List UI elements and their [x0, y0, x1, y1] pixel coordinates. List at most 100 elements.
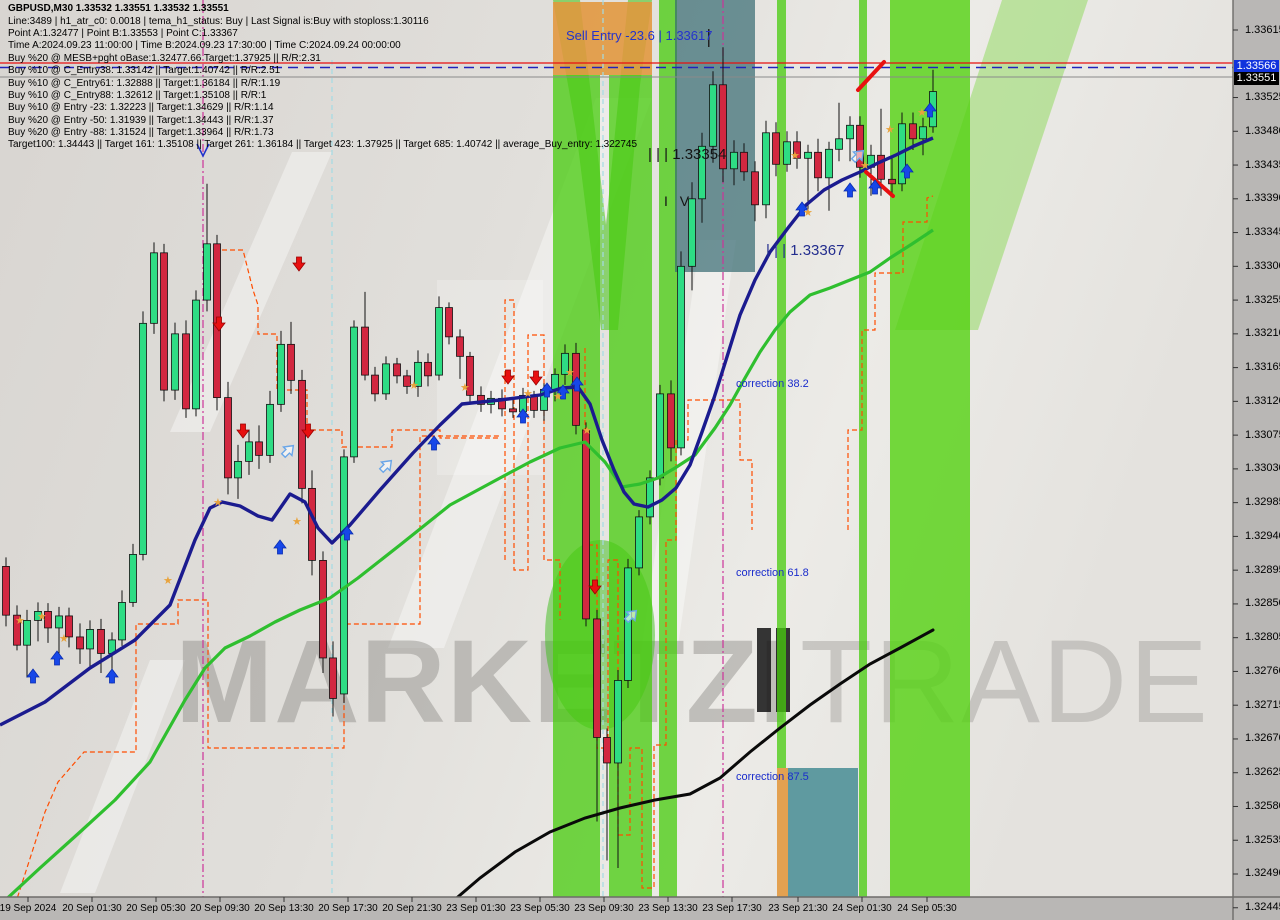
sell-arrow-icon [501, 369, 515, 385]
breakout-arrow-icon [850, 149, 865, 164]
price-tick-label: 1.33390 [1245, 192, 1280, 205]
fractal-star-icon: ★ [460, 382, 470, 394]
price-tick-label: 1.32805 [1245, 631, 1280, 644]
buy-arrow-icon [26, 668, 40, 684]
price-tick-label: 1.33480 [1245, 124, 1280, 137]
bull-candle [150, 252, 158, 324]
highlight-zone [553, 75, 600, 897]
bear-candle [424, 361, 432, 377]
time-axis[interactable]: 19 Sep 2024 20 Sep 01:30 20 Sep 05:30 20 Se… [0, 901, 1233, 920]
price-tick-label: 1.32535 [1245, 833, 1280, 846]
vline-end-marker [196, 143, 210, 158]
buy-arrow-icon [843, 182, 857, 198]
bull-candle [34, 611, 42, 621]
bull-candle [677, 265, 685, 449]
buy-arrow-icon [795, 201, 809, 217]
bear-candle [856, 124, 864, 168]
bull-candle [551, 373, 559, 390]
sell-arrow-icon [301, 423, 315, 439]
highlight-zone [777, 768, 788, 897]
time-tick-label: 20 Sep 21:30 [382, 903, 442, 914]
buy-arrow-icon [868, 179, 882, 195]
price-tick-label: 1.33075 [1245, 428, 1280, 441]
trailing-stop-line [214, 249, 500, 448]
sell-arrow-icon [292, 256, 306, 272]
mid-ma-line [0, 228, 934, 907]
price-tick-label: 1.32715 [1245, 698, 1280, 711]
bear-candle [509, 408, 517, 413]
bear-candle [361, 326, 369, 376]
buy-arrow-icon [570, 376, 584, 392]
bull-candle [245, 441, 253, 462]
price-tick-label: 1.33345 [1245, 226, 1280, 239]
price-tick-label: 1.33120 [1245, 394, 1280, 407]
price-tick-label: 1.33255 [1245, 293, 1280, 306]
bull-candle [382, 363, 390, 395]
fractal-star-icon: ★ [59, 633, 69, 645]
price-axis[interactable]: 1.33566 1.33551 1.33615 1.33525 1.33480 1.3… [1233, 0, 1280, 920]
price-tick-label: 1.33615 [1245, 23, 1280, 36]
bull-candle [171, 333, 179, 391]
price-tick-label: 1.33210 [1245, 327, 1280, 340]
bull-candle [709, 84, 717, 147]
buy-arrow-icon [340, 525, 354, 541]
bear-candle [13, 614, 21, 646]
time-tick-label: 20 Sep 17:30 [318, 903, 378, 914]
price-tick-label: 1.33165 [1245, 361, 1280, 374]
bear-candle [182, 333, 190, 410]
time-tick-label: 23 Sep 09:30 [574, 903, 634, 914]
bull-candle [646, 477, 654, 518]
sell-arrow-icon [529, 370, 543, 386]
sell-entry-caret [708, 29, 710, 47]
time-tick-label: 23 Sep 21:30 [768, 903, 828, 914]
fractal-star-icon: ★ [37, 611, 47, 623]
trailing-stop-line [847, 195, 934, 530]
bull-candle [340, 456, 348, 695]
bull-candle [730, 151, 738, 170]
trailing-stop-line [504, 299, 561, 620]
bull-candle [350, 326, 358, 458]
fractal-star-icon: ★ [860, 160, 870, 172]
price-tick-label: 1.32760 [1245, 664, 1280, 677]
trailing-stop-line [14, 435, 500, 906]
buy-arrow-icon [50, 650, 64, 666]
bear-candle [255, 441, 263, 456]
bear-candle [466, 355, 474, 396]
buy-arrow-icon [540, 382, 554, 398]
price-tick-label: 1.32940 [1245, 529, 1280, 542]
highlight-zone [788, 768, 858, 897]
time-tick-label: 23 Sep 05:30 [510, 903, 570, 914]
bear-candle [371, 374, 379, 395]
ask-price-badge: 1.33566 [1234, 60, 1279, 74]
time-tick-label: 19 Sep 2024 [0, 903, 57, 914]
bear-candle [719, 84, 727, 170]
bear-candle [65, 615, 73, 638]
fractal-star-icon: ★ [409, 380, 419, 392]
bear-candle [445, 307, 453, 338]
watermark-bar [757, 628, 771, 712]
bear-candle [298, 379, 306, 489]
bull-candle [804, 151, 812, 159]
price-tick-label: 1.32490 [1245, 867, 1280, 880]
price-tick-label: 1.32985 [1245, 496, 1280, 509]
breakout-arrow-icon [378, 459, 393, 474]
bear-candle [319, 560, 327, 659]
time-axis-panel [0, 897, 1233, 920]
bear-candle [888, 178, 896, 185]
price-axis-panel [1233, 0, 1280, 920]
sell-arrow-icon [212, 316, 226, 332]
price-tick-label: 1.33435 [1245, 158, 1280, 171]
bull-candle [688, 198, 696, 267]
fractal-star-icon: ★ [917, 107, 927, 119]
buy-arrow-icon [923, 102, 937, 118]
bear-candle [582, 429, 590, 620]
bull-candle [129, 554, 137, 603]
bear-candle [877, 154, 885, 180]
price-tick-label: 1.32670 [1245, 732, 1280, 745]
bull-candle [561, 352, 569, 375]
fast-ma-line [0, 136, 934, 727]
fractal-star-icon: ★ [803, 207, 813, 219]
bull-candle [614, 680, 622, 764]
watermark-text-marketzi: MARKETZI [175, 616, 793, 748]
